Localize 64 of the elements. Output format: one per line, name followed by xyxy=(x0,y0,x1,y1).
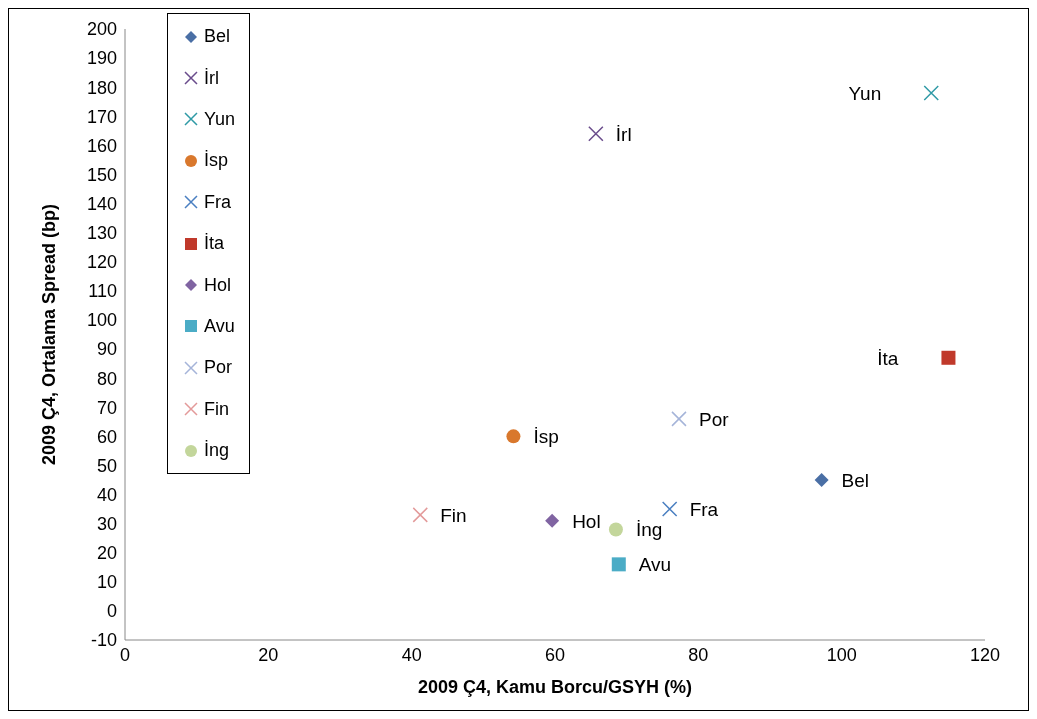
legend-label: Yun xyxy=(204,108,236,130)
legend-label: Fra xyxy=(204,191,231,213)
point xyxy=(661,501,678,517)
point xyxy=(608,522,623,537)
x-tick-label: 120 xyxy=(969,644,1001,665)
x-tick-label: 60 xyxy=(544,644,566,665)
y-tick-label: 130 xyxy=(86,223,117,244)
y-tick-label: 190 xyxy=(86,48,117,69)
text: İng xyxy=(635,519,663,541)
y-tick-label: 70 xyxy=(96,397,117,418)
x-tick-label: 0 xyxy=(119,644,131,665)
legend-label: İta xyxy=(204,233,225,255)
legend-label: İrl xyxy=(204,67,219,89)
text: İta xyxy=(877,347,899,369)
y-tick-label: -10 xyxy=(90,630,117,651)
y-tick-label: 200 xyxy=(86,19,117,40)
y-tick-label: 30 xyxy=(96,514,117,535)
text: Fra xyxy=(689,499,719,521)
point xyxy=(941,350,956,365)
y-tick-label: 90 xyxy=(96,339,117,360)
x-tick-label: 80 xyxy=(688,644,709,665)
y-tick-label: 20 xyxy=(96,543,117,564)
text: Por xyxy=(698,408,729,430)
y-tick-label: 60 xyxy=(96,426,117,447)
point xyxy=(588,125,604,142)
legend-label: Bel xyxy=(204,26,231,48)
y-tick-label: 0 xyxy=(106,601,117,622)
y-tick-label: 40 xyxy=(96,484,117,505)
text: İrl xyxy=(615,123,632,145)
text: Fin xyxy=(440,504,467,526)
legend-label: Por xyxy=(204,357,233,379)
point xyxy=(611,557,626,572)
text: İsp xyxy=(533,426,559,448)
y-tick-label: 50 xyxy=(96,455,117,476)
x-tick-label: 40 xyxy=(401,644,422,665)
point xyxy=(814,472,829,487)
point xyxy=(671,411,687,427)
y-tick-label: 110 xyxy=(88,281,117,302)
point xyxy=(506,429,521,444)
y-axis-title: 2009 Ç4, Ortalama Spread (bp) xyxy=(39,203,60,466)
legend-label: İsp xyxy=(204,150,229,172)
y-tick-label: 80 xyxy=(96,368,117,389)
point xyxy=(412,507,429,523)
text: Bel xyxy=(841,469,870,491)
y-tick-label: 10 xyxy=(96,572,117,593)
text: Avu xyxy=(638,554,672,576)
y-tick-label: 170 xyxy=(86,106,117,127)
y-tick-label: 100 xyxy=(86,310,117,331)
y-tick-label: 140 xyxy=(86,193,117,214)
legend-label: Avu xyxy=(204,315,235,337)
legend-label: İng xyxy=(204,440,230,462)
text: Yun xyxy=(848,83,882,105)
y-tick-label: 160 xyxy=(86,135,117,156)
x-tick-label: 20 xyxy=(258,644,279,665)
x-axis-title: 2009 Ç4, Kamu Borcu/GSYH (%) xyxy=(417,677,693,697)
legend-label: Fin xyxy=(204,398,230,420)
x-tick-label: 100 xyxy=(826,644,857,665)
text: Hol xyxy=(572,510,601,532)
y-tick-label: 120 xyxy=(86,252,117,273)
y-tick-label: 150 xyxy=(86,164,117,185)
point xyxy=(923,85,939,101)
y-tick-label: 180 xyxy=(86,77,117,98)
point xyxy=(545,513,560,528)
legend-label: Hol xyxy=(204,274,232,296)
